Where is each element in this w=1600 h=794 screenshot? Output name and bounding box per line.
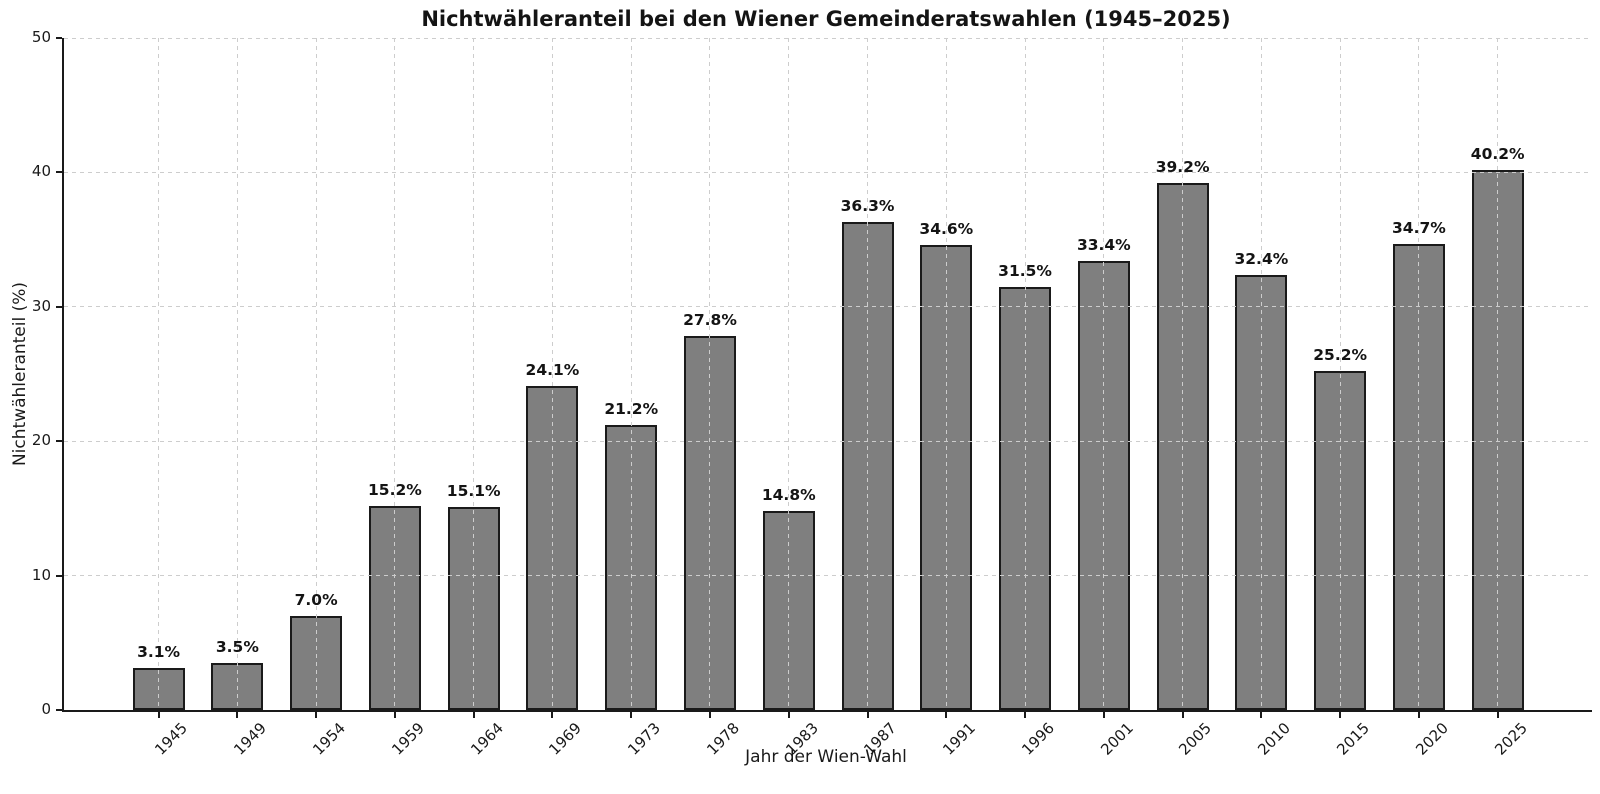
x-tick xyxy=(630,712,633,718)
plot-area: 0 10 20 30 40 50 3.1% 1945 3.5% 1949 7.0% 1954 15.2%… xyxy=(32,28,1592,759)
v-gridline xyxy=(473,38,475,710)
v-gridline xyxy=(1260,38,1262,710)
x-tick xyxy=(866,712,869,718)
bar-value-label: 3.1% xyxy=(137,643,181,662)
v-gridline xyxy=(1024,38,1026,710)
h-gridline xyxy=(64,171,1592,173)
y-tick xyxy=(56,440,62,443)
y-tick-label: 40 xyxy=(31,162,51,181)
x-tick xyxy=(551,712,554,718)
y-tick-label: 50 xyxy=(31,28,51,46)
x-tick xyxy=(393,712,396,718)
bar-value-label: 27.8% xyxy=(683,311,737,330)
x-tick xyxy=(157,712,160,718)
x-tick xyxy=(1260,712,1263,718)
bar-value-label: 15.2% xyxy=(368,480,422,499)
bar-value-label: 34.6% xyxy=(919,219,974,238)
bar-value-label: 21.2% xyxy=(604,400,659,419)
v-gridline xyxy=(551,38,553,710)
bar-value-label: 34.7% xyxy=(1392,218,1446,237)
y-tick xyxy=(56,305,62,308)
h-gridline xyxy=(64,440,1592,442)
bar-value-label: 25.2% xyxy=(1313,346,1368,365)
y-tick xyxy=(56,709,62,711)
bar-value-label: 31.5% xyxy=(998,261,1052,280)
v-gridline xyxy=(1182,38,1184,710)
x-tick xyxy=(236,712,239,718)
x-tick xyxy=(1496,712,1499,718)
y-tick-label: 30 xyxy=(31,296,51,315)
bar-value-label: 7.0% xyxy=(294,590,338,609)
v-gridline xyxy=(1497,38,1499,710)
h-gridline xyxy=(64,37,1592,39)
h-gridline xyxy=(64,306,1592,308)
v-gridline xyxy=(158,38,160,710)
chart-title: Nichtwähleranteil bei den Wiener Gemeind… xyxy=(421,7,1231,31)
x-tick xyxy=(315,712,318,718)
y-tick-label: 0 xyxy=(41,700,51,718)
x-tick xyxy=(708,712,711,718)
v-gridline xyxy=(236,38,238,710)
v-gridline xyxy=(1339,38,1341,710)
x-tick xyxy=(1417,712,1420,718)
v-gridline xyxy=(1418,38,1420,710)
v-gridline xyxy=(1103,38,1105,710)
h-gridline xyxy=(64,575,1592,577)
x-tick xyxy=(472,712,475,718)
bar-value-label: 40.2% xyxy=(1470,144,1525,163)
bar-value-label: 14.8% xyxy=(761,486,816,505)
v-gridline xyxy=(709,38,711,710)
x-tick xyxy=(1102,712,1105,718)
x-tick xyxy=(1339,712,1342,718)
bar-value-label: 36.3% xyxy=(840,197,895,216)
bar-value-label: 39.2% xyxy=(1155,158,1210,177)
y-tick-label: 20 xyxy=(31,431,51,450)
bar-value-label: 24.1% xyxy=(525,361,580,380)
x-tick xyxy=(945,712,948,718)
bar-value-label: 3.5% xyxy=(215,637,259,656)
y-tick xyxy=(56,574,62,577)
v-gridline xyxy=(867,38,869,710)
y-tick-label: 10 xyxy=(31,565,51,584)
bar-value-label: 33.4% xyxy=(1076,236,1131,255)
bar-value-label: 15.1% xyxy=(446,482,501,501)
v-gridline xyxy=(630,38,632,710)
x-axis-label: Jahr der Wien-Wahl xyxy=(745,747,907,767)
y-tick xyxy=(56,37,62,39)
y-tick xyxy=(56,171,62,174)
v-gridline xyxy=(315,38,317,710)
x-tick xyxy=(1024,712,1027,718)
v-gridline xyxy=(945,38,947,710)
bar-value-label: 32.4% xyxy=(1234,249,1289,268)
v-gridline xyxy=(788,38,790,710)
x-tick xyxy=(787,712,790,718)
v-gridline xyxy=(394,38,396,710)
x-tick xyxy=(1181,712,1184,718)
